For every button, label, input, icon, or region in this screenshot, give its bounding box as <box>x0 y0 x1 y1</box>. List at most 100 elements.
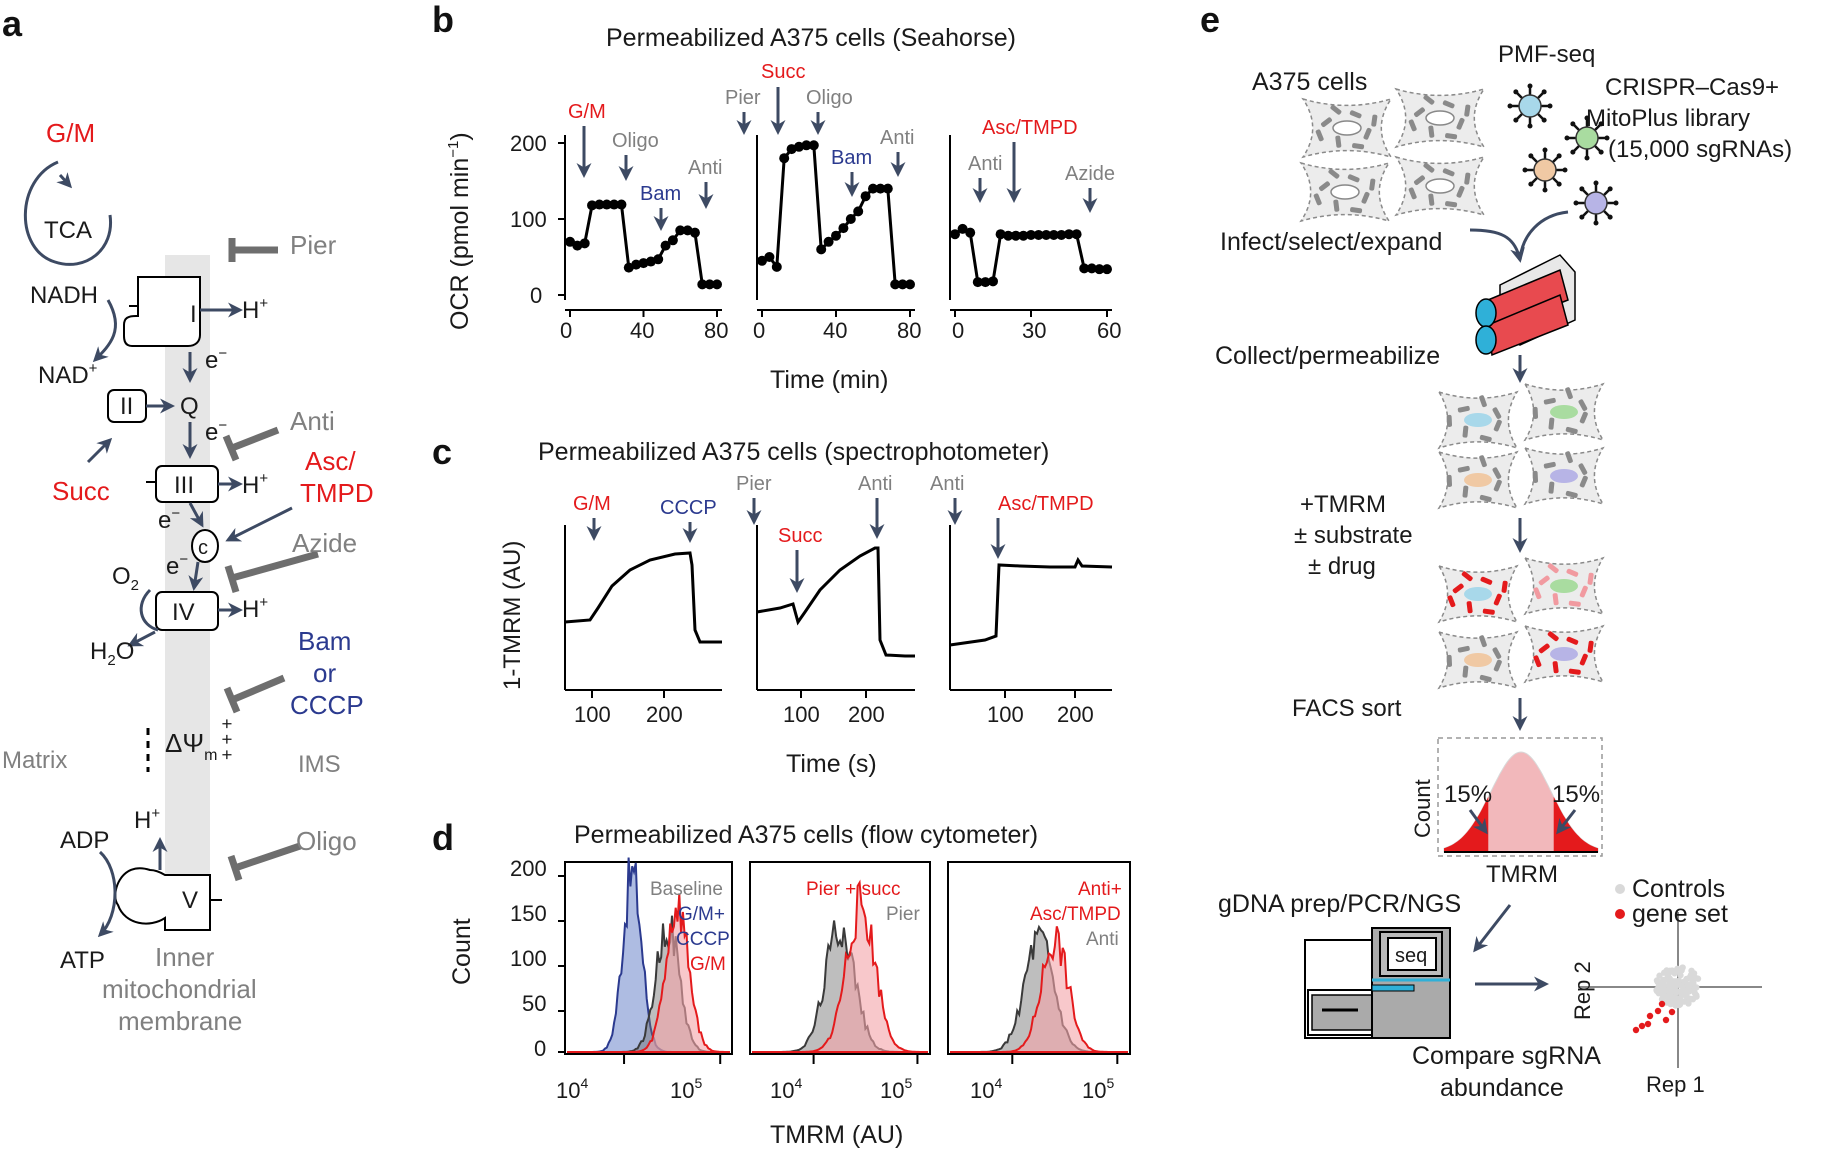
virus-spike-tip <box>1527 83 1533 89</box>
b-sub1-point <box>697 279 708 290</box>
mitochondrion <box>1578 463 1588 475</box>
virus-capsid <box>1575 126 1599 150</box>
control-point <box>1653 977 1661 984</box>
mitochondrion <box>1565 490 1578 498</box>
control-point <box>1691 989 1698 997</box>
b2-bam-label: Bam <box>831 147 872 169</box>
bam-label: Bam <box>298 626 351 656</box>
mitochondrion <box>1456 185 1465 198</box>
asc-label-line2: TMPD <box>300 478 374 508</box>
b-sub1-point <box>565 236 575 247</box>
mitochondrion <box>1579 653 1588 666</box>
matrix-label: Matrix <box>2 747 67 774</box>
complex-v-shape <box>114 867 211 931</box>
b-sub3-point <box>1079 263 1090 274</box>
tca-label: TCA <box>44 217 92 244</box>
control-point <box>1686 995 1693 1003</box>
b-sub3-point <box>1018 230 1029 241</box>
d3-legend-anti-plus: Anti+ <box>1078 879 1122 900</box>
c3-trace <box>949 556 1113 647</box>
panel-label-b: b <box>432 0 454 40</box>
virus-icon <box>1507 83 1553 129</box>
mitochondrion <box>1446 414 1453 427</box>
panel-b-sub1-xtick: 0 <box>560 318 572 343</box>
mitochondrion <box>1350 207 1363 214</box>
mitochondrion <box>1466 601 1473 614</box>
panel-a: G/M TCA NADH NAD+ I H+ Pier e− II Q Succ… <box>2 118 374 1036</box>
b2-oligo-label: Oligo <box>806 87 853 109</box>
mitochondrion <box>1579 475 1588 488</box>
mitochondrion <box>1501 580 1508 593</box>
virus-spike-tip <box>1604 135 1610 141</box>
d3-frame <box>947 861 1131 1055</box>
virus-spike-tip <box>1593 180 1599 186</box>
d1-legend-baseline: Baseline <box>650 879 723 900</box>
b-sub3-point <box>1071 229 1082 240</box>
mitochondrion <box>1587 640 1594 653</box>
succ-arrow-icon <box>86 437 113 464</box>
c1-xtick-label: 100 <box>574 702 611 727</box>
mitochondrion <box>1413 175 1425 186</box>
d3-xtick-1e5: 105 <box>1082 1075 1114 1103</box>
panel-c: Permeabilized A375 cells (spectrophotome… <box>499 438 1113 778</box>
complex-v-label: V <box>182 887 198 914</box>
virus-capsid <box>1533 158 1557 182</box>
e-pct-right: 15% <box>1552 781 1600 808</box>
panel-label-a: a <box>2 3 23 44</box>
b-sub2-point <box>779 153 790 164</box>
gene-set-point <box>1646 1012 1654 1020</box>
h-label-1: H+ <box>242 295 268 324</box>
mitochondrion <box>1330 104 1342 115</box>
panel-b-sub2-xtick: 40 <box>823 318 847 343</box>
b-sub2-point <box>771 261 782 272</box>
mitochondrion <box>1479 434 1492 442</box>
control-point <box>1685 987 1693 994</box>
permeabilized-cell <box>1523 382 1605 442</box>
c1-gm-label: G/M <box>573 493 611 515</box>
panel-e: A375 cells PMF-seq CRISPR–Cas9+ MitoPlus… <box>1215 41 1792 1102</box>
d-ytick-label: 150 <box>510 901 547 926</box>
panel-b-sub3-xtick: 0 <box>952 318 964 343</box>
panel-b-sub1-xtick: 40 <box>630 318 654 343</box>
e-merge-arrow-left <box>1469 228 1525 263</box>
virus-icon <box>1573 180 1619 226</box>
mitochondrion <box>1408 119 1417 132</box>
b-sub3-point <box>1010 230 1021 241</box>
b-sub3-point <box>972 277 983 288</box>
b-sub3-point <box>1033 229 1044 240</box>
gene-set-point <box>1658 1000 1666 1008</box>
cell-nucleus <box>1550 469 1578 483</box>
e-tmrm-label-2: ± substrate <box>1294 522 1413 549</box>
b-sub3-point <box>1102 264 1112 275</box>
mitochondrion <box>1445 201 1458 208</box>
e-tmrm-axis-label: TMRM <box>1486 861 1558 888</box>
cell-nucleus <box>1425 178 1455 194</box>
d1-hist-gm <box>567 893 730 1053</box>
h2o-arrow-icon <box>127 630 156 647</box>
cell-nucleus <box>1464 653 1492 667</box>
b-sub2-point <box>816 244 827 255</box>
e-library-label-3: (15,000 sgRNAs) <box>1608 136 1792 163</box>
b-sub3-point <box>995 229 1006 240</box>
mitochondrion <box>1318 181 1330 192</box>
e-library-label-1: CRISPR–Cas9+ <box>1605 74 1779 101</box>
virus-spike-tip <box>1607 214 1613 220</box>
mitochondrion <box>1447 595 1456 608</box>
membrane-label-1: Inner <box>155 942 215 972</box>
oligo-inhibitor-bar <box>233 842 302 872</box>
mitochondrion <box>1328 168 1340 179</box>
virus-spike-tip <box>1522 167 1528 173</box>
b-sub1-point <box>704 279 715 290</box>
o2-label: O2 <box>112 563 139 594</box>
virus-spike-tip <box>1564 135 1570 141</box>
mitochondrion <box>1533 655 1542 668</box>
virus-spike-tip <box>1513 89 1519 95</box>
e-count-label: Count <box>1410 779 1435 838</box>
mitochondrion <box>1565 426 1578 434</box>
b-sub3-point <box>1094 264 1105 275</box>
b-sub2-point <box>868 183 878 194</box>
b-sub1-point <box>579 238 590 249</box>
stained-cell <box>1523 556 1605 616</box>
b3-azide-label: Azide <box>1065 163 1115 185</box>
